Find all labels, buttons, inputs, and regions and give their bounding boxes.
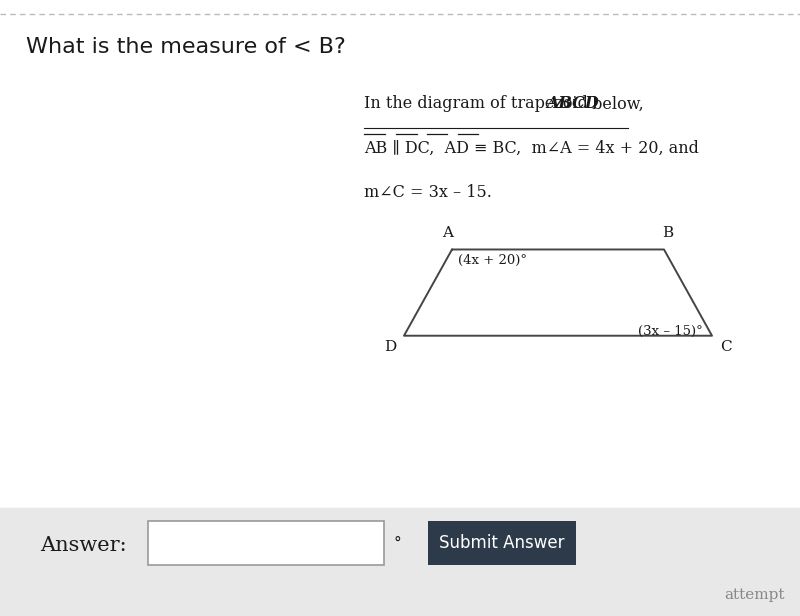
Text: C: C bbox=[720, 340, 732, 354]
Text: below,: below, bbox=[587, 95, 644, 113]
Text: ABCD: ABCD bbox=[546, 95, 599, 113]
Text: °: ° bbox=[394, 536, 402, 551]
Text: AB ∥ DC,  AD ≡ BC,  m∠A = 4x + 20, and: AB ∥ DC, AD ≡ BC, m∠A = 4x + 20, and bbox=[364, 140, 699, 157]
Bar bbox=[428, 521, 576, 565]
Bar bbox=[0, 508, 800, 616]
Text: (3x – 15)°: (3x – 15)° bbox=[638, 325, 702, 338]
Text: (4x + 20)°: (4x + 20)° bbox=[458, 254, 526, 267]
Text: m∠C = 3x – 15.: m∠C = 3x – 15. bbox=[364, 184, 492, 201]
Text: D: D bbox=[384, 340, 396, 354]
Text: Answer:: Answer: bbox=[40, 536, 126, 554]
Text: B: B bbox=[662, 226, 674, 240]
Text: What is the measure of < B?: What is the measure of < B? bbox=[26, 37, 346, 57]
Bar bbox=[148, 521, 384, 565]
Text: Submit Answer: Submit Answer bbox=[439, 534, 565, 553]
Text: In the diagram of trapezoid: In the diagram of trapezoid bbox=[364, 95, 593, 113]
Text: attempt: attempt bbox=[724, 588, 785, 602]
Text: A: A bbox=[442, 226, 454, 240]
